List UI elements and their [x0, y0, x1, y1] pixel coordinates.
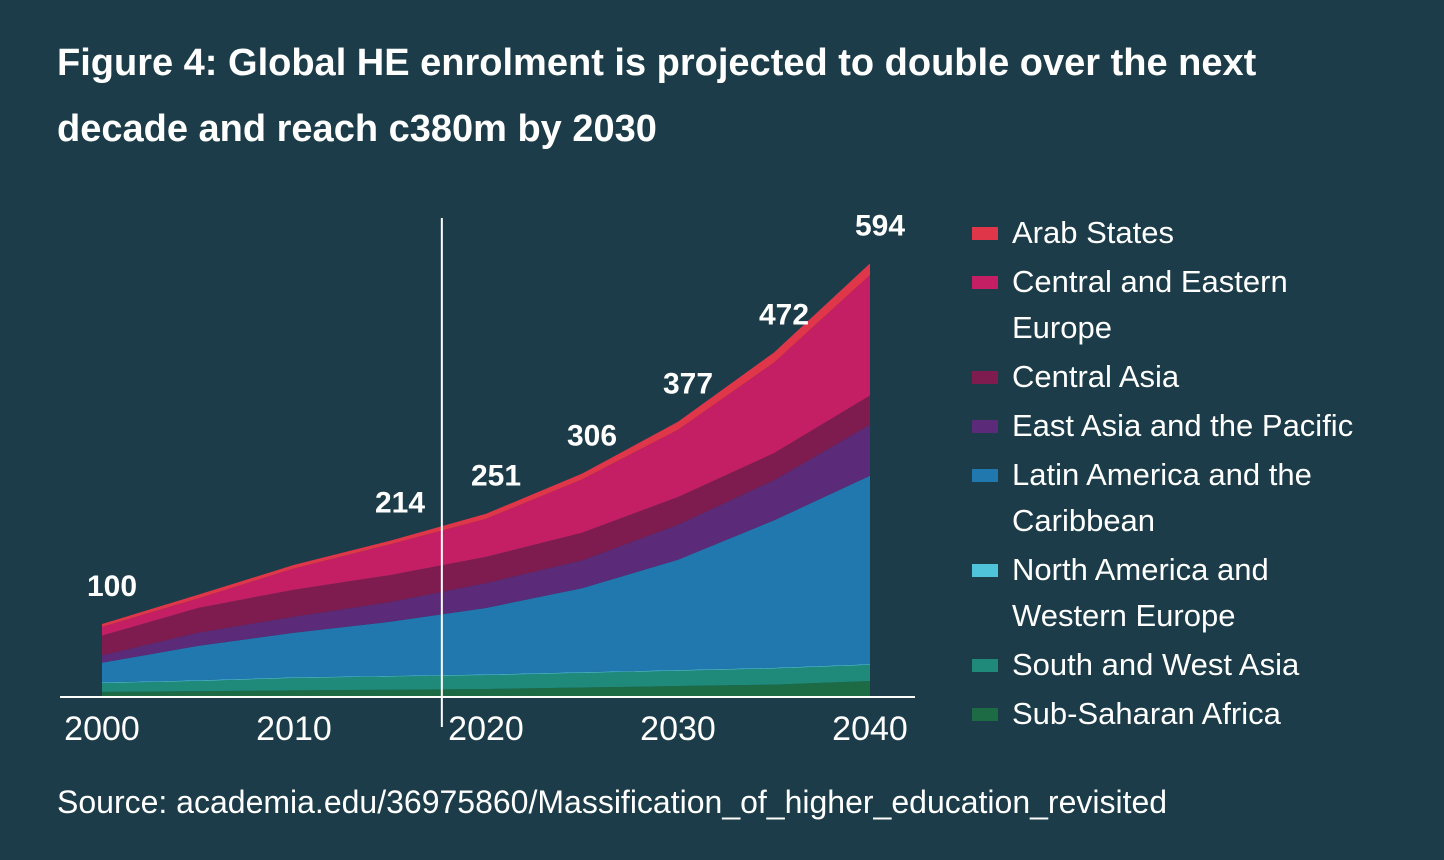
total-label: 306: [567, 420, 617, 453]
legend-label: Latin America and the Caribbean: [1012, 457, 1312, 538]
legend-swatch: [972, 469, 998, 482]
legend-label: Central and Eastern Europe: [1012, 264, 1288, 345]
x-tick-label: 2000: [64, 710, 140, 748]
legend-label: North America and Western Europe: [1012, 552, 1269, 633]
source: Source: academia.edu/36975860/Massificat…: [57, 784, 1168, 820]
legend-swatch: [972, 371, 998, 384]
legend-swatch: [972, 420, 998, 433]
legend-swatch: [972, 227, 998, 240]
area: [102, 664, 870, 692]
legend-item: Central Asia: [972, 354, 1432, 400]
chart-title: Figure 4: Global HE enrolment is project…: [57, 42, 1257, 150]
legend-item: Latin America and the Caribbean: [972, 452, 1432, 544]
x-tick-label: 2010: [256, 710, 332, 748]
total-label: 377: [663, 368, 713, 401]
area: [102, 475, 870, 683]
area: [102, 424, 870, 663]
legend-label: Sub-Saharan Africa: [1012, 696, 1281, 731]
legend-swatch: [972, 659, 998, 672]
total-label: 251: [471, 460, 521, 493]
legend-item: North America and Western Europe: [972, 547, 1432, 639]
legend-item: South and West Asia: [972, 642, 1432, 688]
area: [102, 664, 870, 684]
total-label: 100: [87, 570, 137, 603]
chart: 2000 2010 2020 2030 2040 100 214 251 306 377 472 59…: [60, 209, 915, 748]
area: [102, 395, 870, 656]
x-tick-label: 2040: [832, 710, 908, 748]
legend-swatch: [972, 276, 998, 289]
legend-swatch: [972, 564, 998, 577]
total-label: 472: [759, 298, 809, 331]
legend-label: South and West Asia: [1012, 647, 1300, 682]
total-label: 214: [375, 487, 425, 520]
legend-label: Arab States: [1012, 215, 1174, 250]
legend: Arab States Central and Eastern Europe Cen…: [972, 210, 1432, 740]
legend-label: Central Asia: [1012, 359, 1180, 394]
area: [102, 275, 870, 636]
legend-item: Central and Eastern Europe: [972, 259, 1432, 351]
x-tick-label: 2030: [640, 710, 716, 748]
x-tick-label: 2020: [448, 710, 524, 748]
legend-item: Arab States: [972, 210, 1432, 256]
legend-item: East Asia and the Pacific: [972, 403, 1432, 449]
legend-label: East Asia and the Pacific: [1012, 408, 1354, 443]
legend-item: Sub-Saharan Africa: [972, 691, 1432, 737]
legend-swatch: [972, 708, 998, 721]
total-label: 594: [855, 209, 905, 242]
